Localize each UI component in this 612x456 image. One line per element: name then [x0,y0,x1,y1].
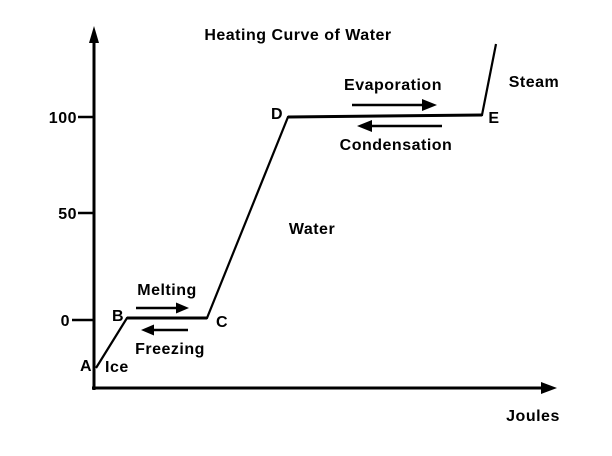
freezing-left-arrow-icon [141,324,188,336]
evaporation-annotation: Evaporation [344,77,442,111]
y-axis-arrow-up-icon [89,26,99,43]
y-tick-label-50: 50 [58,206,77,223]
freezing-annotation: Freezing [135,324,205,358]
phase-label-ice: Ice [105,359,129,376]
x-axis-label: Joules [506,408,560,425]
freezing-label: Freezing [135,341,205,358]
phase-label-water: Water [289,221,335,238]
melting-arrow-head [176,302,189,314]
condensation-annotation: Condensation [340,120,453,154]
evaporation-label: Evaporation [344,77,442,94]
heating-curve-line [95,43,498,369]
melting-right-arrow-icon [136,302,189,314]
point-label-e: E [488,110,499,127]
condensation-label: Condensation [340,137,453,154]
x-axis: Joules [92,382,560,425]
chart-title: Heating Curve of Water [204,27,391,44]
condensation-arrow-head [357,120,372,132]
x-axis-arrow-right-icon [541,382,557,394]
freezing-arrow-head [141,324,154,336]
phase-label-steam: Steam [509,74,560,91]
evaporation-right-arrow-icon [352,99,437,111]
point-label-d: D [271,106,283,123]
condensation-left-arrow-icon [357,120,442,132]
y-tick-label-100: 100 [49,110,77,127]
point-label-a: A [80,358,92,375]
point-label-b: B [112,308,124,325]
evaporation-arrow-head [422,99,437,111]
melting-label: Melting [137,282,197,299]
y-axis: 100 50 0 [49,26,99,390]
point-label-c: C [216,314,228,331]
y-tick-label-0: 0 [61,313,70,330]
melting-annotation: Melting [136,282,197,314]
evaporation-plateau-line [287,113,483,119]
